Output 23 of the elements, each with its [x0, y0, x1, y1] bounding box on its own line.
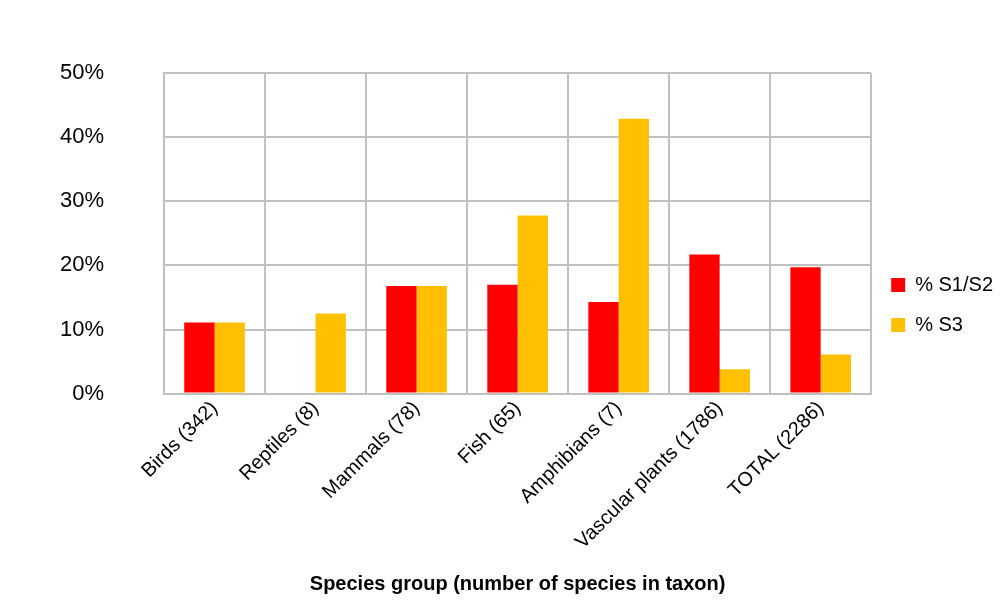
bar	[416, 285, 447, 393]
x-axis-title: Species group (number of species in taxon)	[309, 571, 726, 594]
bar	[184, 322, 215, 393]
bar	[487, 284, 518, 393]
bar	[618, 118, 649, 393]
y-tick-label: 10%	[59, 315, 105, 341]
bar	[517, 215, 548, 393]
bar	[820, 354, 851, 393]
bar	[315, 313, 346, 393]
legend-label: % S1/S2	[915, 272, 994, 295]
bar	[214, 322, 245, 393]
bar	[689, 254, 720, 393]
y-tick-label: 0%	[72, 379, 105, 405]
bar	[790, 267, 821, 393]
bar	[386, 285, 417, 393]
bar	[719, 369, 750, 393]
y-tick-label: 20%	[59, 251, 105, 277]
y-tick-label: 50%	[59, 59, 105, 85]
legend-label: % S3	[915, 312, 963, 335]
y-tick-label: 30%	[59, 187, 105, 213]
y-tick-label: 40%	[59, 123, 105, 149]
bar	[588, 301, 619, 393]
x-tick-label: Fish (65)	[452, 396, 525, 468]
